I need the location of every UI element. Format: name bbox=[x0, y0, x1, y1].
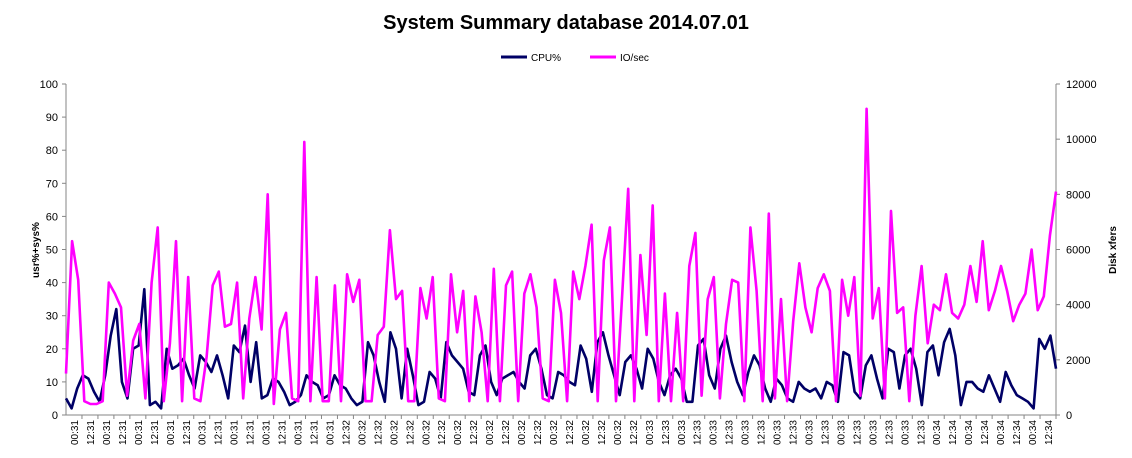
x-tick-label: 00:33 bbox=[836, 420, 847, 445]
x-tick-label: 12:31 bbox=[214, 420, 225, 445]
y-tick-label: 40 bbox=[46, 278, 58, 290]
x-tick-label: 12:31 bbox=[278, 420, 289, 445]
x-tick-label: 12:33 bbox=[916, 420, 927, 445]
x-tick-label: 00:31 bbox=[166, 420, 177, 445]
y2-axis-label: Disk xfers bbox=[1108, 226, 1119, 274]
x-tick-label: 12:32 bbox=[565, 420, 576, 445]
x-tick-label: 12:32 bbox=[629, 420, 640, 445]
x-tick-label: 12:32 bbox=[501, 420, 512, 445]
y-tick-label: 80 bbox=[46, 145, 58, 157]
x-tick-label: 12:31 bbox=[86, 420, 97, 445]
series-line-io bbox=[64, 107, 1058, 406]
x-tick-label: 00:31 bbox=[325, 420, 336, 445]
x-tick-label: 00:33 bbox=[868, 420, 879, 445]
x-tick-label: 00:33 bbox=[741, 420, 752, 445]
x-tick-label: 00:32 bbox=[389, 420, 400, 445]
x-tick-label: 12:31 bbox=[182, 420, 193, 445]
x-tick-label: 00:32 bbox=[485, 420, 496, 445]
x-tick-label: 00:32 bbox=[357, 420, 368, 445]
x-tick-label: 12:31 bbox=[118, 420, 129, 445]
y-tick-label: 50 bbox=[46, 245, 58, 257]
x-tick-label: 12:31 bbox=[246, 420, 257, 445]
y-tick-label: 90 bbox=[46, 112, 58, 124]
x-tick-label: 00:32 bbox=[421, 420, 432, 445]
x-tick-label: 12:32 bbox=[405, 420, 416, 445]
x-tick-label: 00:33 bbox=[900, 420, 911, 445]
x-axis-ticks: 00:31 12:31 00:31 12:31 00:31 12:31 00:31 12:31… bbox=[70, 415, 1057, 445]
x-tick-label: 12:32 bbox=[533, 420, 544, 445]
x-tick-label: 00:33 bbox=[677, 420, 688, 445]
legend: CPU% IO/sec bbox=[501, 53, 649, 64]
y-tick-label: 100 bbox=[40, 79, 58, 91]
x-tick-label: 00:34 bbox=[932, 420, 943, 445]
x-tick-label: 00:31 bbox=[262, 420, 273, 445]
x-tick-label: 00:32 bbox=[581, 420, 592, 445]
y-tick-label: 10 bbox=[46, 377, 58, 389]
y2-axis-ticks: 0 2000 4000 6000 8000 10000 12000 bbox=[1056, 79, 1097, 422]
x-tick-label: 00:31 bbox=[70, 420, 81, 445]
x-tick-label: 00:34 bbox=[996, 420, 1007, 445]
x-tick-label: 12:34 bbox=[980, 420, 991, 445]
y-axis-ticks: 0 10 20 30 40 50 60 70 80 90 100 bbox=[40, 79, 66, 422]
x-tick-label: 12:33 bbox=[852, 420, 863, 445]
y2-tick-label: 10000 bbox=[1066, 134, 1097, 146]
y-axis-label: usr%+sys% bbox=[31, 222, 42, 278]
x-tick-label: 12:33 bbox=[884, 420, 895, 445]
y2-tick-label: 2000 bbox=[1066, 355, 1090, 367]
x-tick-label: 12:31 bbox=[310, 420, 321, 445]
x-tick-label: 12:33 bbox=[820, 420, 831, 445]
x-tick-label: 00:33 bbox=[709, 420, 720, 445]
x-tick-label: 12:33 bbox=[789, 420, 800, 445]
y-tick-label: 30 bbox=[46, 311, 58, 323]
x-tick-label: 12:34 bbox=[1012, 420, 1023, 445]
x-tick-label: 00:33 bbox=[773, 420, 784, 445]
x-tick-label: 12:33 bbox=[757, 420, 768, 445]
x-tick-label: 00:31 bbox=[198, 420, 209, 445]
x-tick-label: 00:34 bbox=[964, 420, 975, 445]
x-tick-label: 00:34 bbox=[1028, 420, 1039, 445]
series-line-cpu bbox=[64, 287, 1058, 410]
x-tick-label: 00:31 bbox=[134, 420, 145, 445]
x-tick-label: 00:32 bbox=[613, 420, 624, 445]
legend-label-cpu: CPU% bbox=[531, 53, 561, 64]
x-tick-label: 00:32 bbox=[517, 420, 528, 445]
x-tick-label: 12:32 bbox=[373, 420, 384, 445]
x-tick-label: 00:31 bbox=[294, 420, 305, 445]
x-tick-label: 12:33 bbox=[725, 420, 736, 445]
series-layer bbox=[64, 107, 1058, 410]
x-tick-label: 12:31 bbox=[150, 420, 161, 445]
x-tick-label: 12:32 bbox=[469, 420, 480, 445]
x-tick-label: 12:34 bbox=[1044, 420, 1055, 445]
y2-tick-label: 0 bbox=[1066, 410, 1072, 422]
x-tick-label: 12:32 bbox=[437, 420, 448, 445]
x-tick-label: 12:32 bbox=[341, 420, 352, 445]
y-tick-label: 70 bbox=[46, 178, 58, 190]
legend-label-io: IO/sec bbox=[620, 53, 649, 64]
y2-tick-label: 6000 bbox=[1066, 245, 1090, 257]
y2-tick-label: 12000 bbox=[1066, 79, 1097, 91]
x-tick-label: 00:31 bbox=[230, 420, 241, 445]
x-tick-label: 12:33 bbox=[661, 420, 672, 445]
x-tick-label: 00:32 bbox=[453, 420, 464, 445]
y-tick-label: 20 bbox=[46, 344, 58, 356]
x-tick-label: 00:33 bbox=[805, 420, 816, 445]
y2-tick-label: 8000 bbox=[1066, 189, 1090, 201]
x-tick-label: 00:32 bbox=[549, 420, 560, 445]
y2-tick-label: 4000 bbox=[1066, 300, 1090, 312]
x-tick-label: 00:31 bbox=[102, 420, 113, 445]
y-tick-label: 0 bbox=[52, 410, 58, 422]
chart-title: System Summary database 2014.07.01 bbox=[383, 12, 749, 34]
x-tick-label: 12:34 bbox=[948, 420, 959, 445]
x-tick-label: 00:33 bbox=[645, 420, 656, 445]
x-tick-label: 12:33 bbox=[693, 420, 704, 445]
x-tick-label: 12:32 bbox=[597, 420, 608, 445]
y-tick-label: 60 bbox=[46, 211, 58, 223]
